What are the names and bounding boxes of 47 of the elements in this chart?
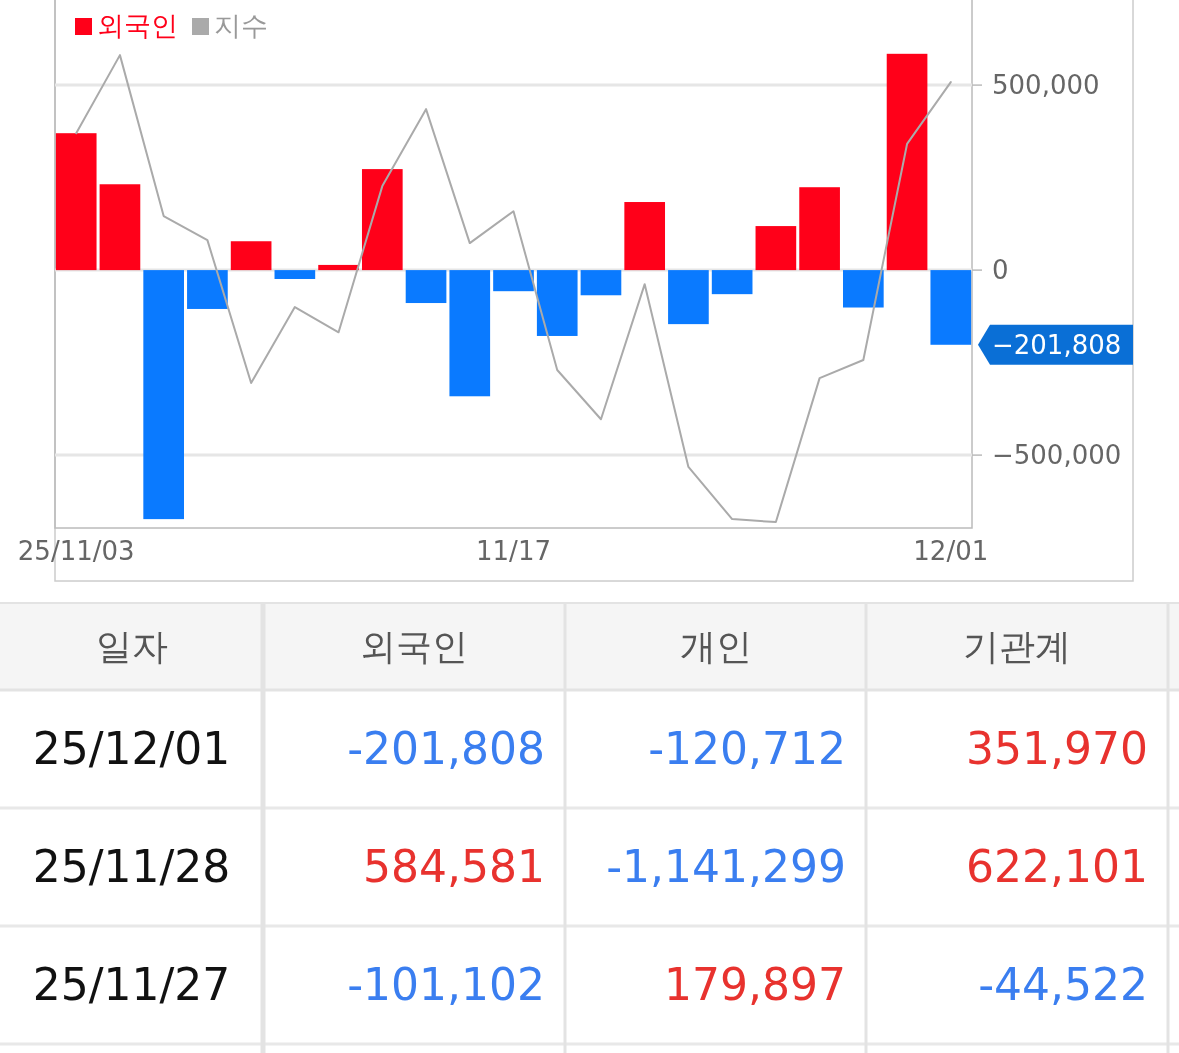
x-tick-label: 개인: [679, 626, 752, 668]
bar: [624, 202, 666, 271]
data-label: 622,101: [966, 841, 1148, 893]
x-tick-label: 기관계: [963, 626, 1071, 668]
bar: [886, 53, 928, 271]
bar: [711, 270, 753, 295]
x-tick-label: 11/17: [476, 536, 551, 566]
bar: [580, 270, 622, 296]
bar: [449, 270, 491, 397]
bar: [99, 184, 141, 271]
bar: [143, 270, 184, 520]
bar: [493, 270, 534, 292]
x-tick-label: 외국인: [360, 626, 468, 668]
legend-label: 지수: [214, 10, 268, 42]
bar: [843, 270, 884, 308]
y-tick-label: 25/12/01: [32, 723, 231, 775]
data-label: -1,141,299: [606, 841, 846, 893]
data-label: 584,581: [363, 841, 545, 893]
y-tick-label: −500,000: [992, 440, 1122, 471]
text: −201,808: [992, 329, 1122, 360]
data-label: -101,102: [347, 959, 545, 1011]
data-label: -120,712: [648, 723, 846, 775]
bar: [930, 270, 972, 345]
x-tick-label: 12/01: [913, 536, 989, 566]
data-label: -44,522: [978, 959, 1148, 1011]
data-label: -201,808: [347, 723, 545, 775]
y-tick-label: 25/11/28: [32, 841, 231, 893]
y-tick-label: 500,000: [992, 70, 1100, 101]
legend-label: 외국인: [97, 10, 178, 42]
line-series: [75, 54, 952, 524]
y-tick-label: 25/11/27: [32, 959, 231, 1011]
bar: [230, 241, 272, 271]
y-axis-title: 일자: [95, 626, 168, 668]
bar: [187, 270, 228, 309]
bar: [668, 270, 709, 325]
bar: [799, 187, 840, 271]
data-label: 351,970: [966, 723, 1148, 775]
bar: [318, 264, 359, 271]
bar: [274, 270, 316, 279]
bar: [755, 226, 797, 271]
bar: [55, 133, 97, 271]
data-label: 179,897: [664, 959, 846, 1011]
bar: [361, 169, 403, 271]
y-tick-label: 0: [992, 255, 1009, 286]
bar: [405, 270, 447, 304]
bar: [536, 270, 578, 336]
x-tick-label: 25/11/03: [17, 536, 135, 566]
